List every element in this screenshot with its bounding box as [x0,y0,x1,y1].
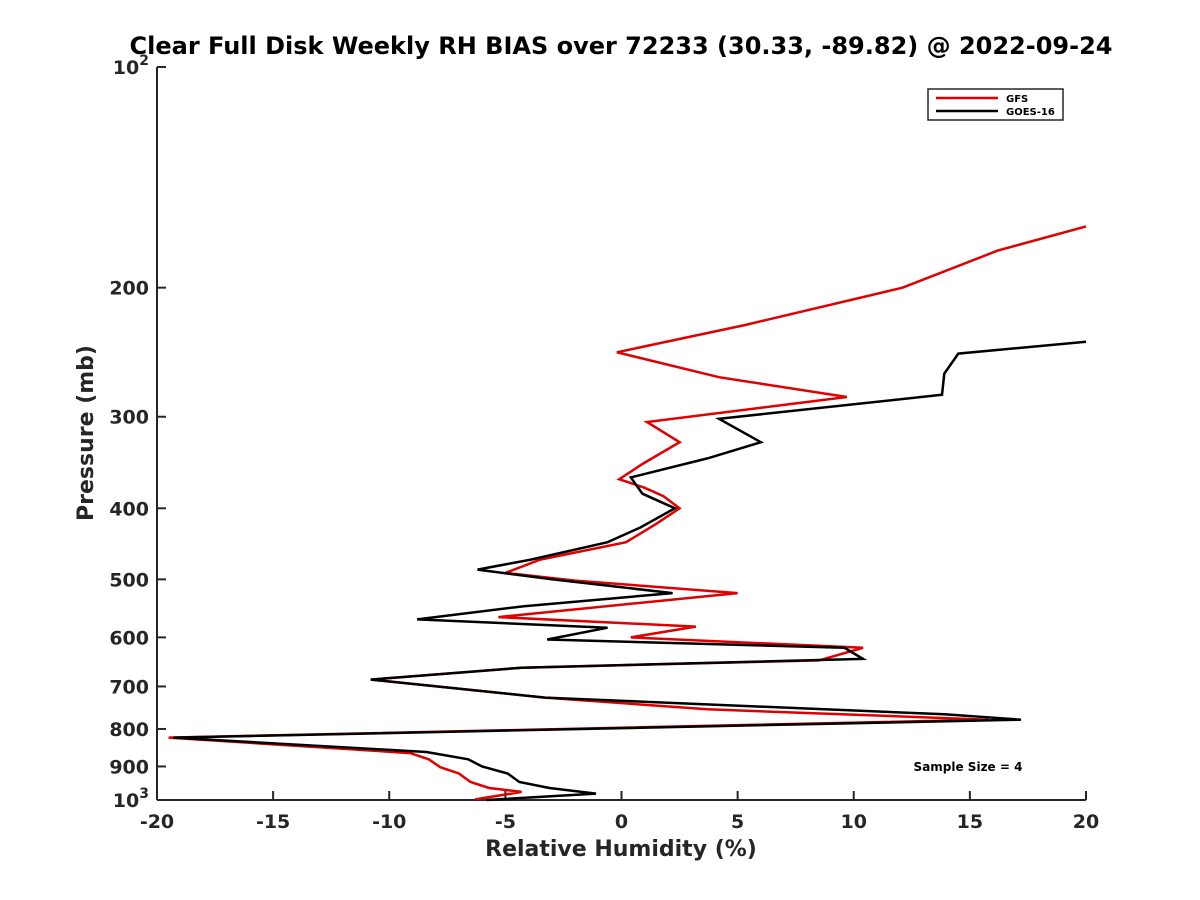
x-tick-label: -5 [495,811,516,833]
x-tick-label: -15 [256,811,290,833]
y-axis-label: Pressure (mb) [74,345,99,521]
y-tick-label: 600 [109,627,149,649]
y-tick-label: 900 [109,756,149,778]
chart-title: Clear Full Disk Weekly RH BIAS over 7223… [130,32,1113,60]
x-tick-label: 0 [615,811,628,833]
y-tick-label: 200 [109,278,149,300]
legend: GFS GOES-16 [927,88,1064,121]
x-tick-label: 5 [731,811,744,833]
legend-label: GOES-16 [1006,107,1055,118]
sample-size-annotation: Sample Size = 4 [914,760,1023,774]
x-tick-label: -10 [372,811,406,833]
x-tick-label: 10 [841,811,867,833]
y-tick-label: 300 [109,407,149,429]
x-axis-label: Relative Humidity (%) [485,837,757,862]
legend-label: GFS [1006,94,1028,105]
y-tick-label: 500 [109,569,149,591]
x-tick-label: 15 [957,811,983,833]
y-tick-label: 102 [113,53,149,79]
y-tick-label: 700 [109,676,149,698]
series-line-gfs [168,225,1087,801]
x-tick-label: -20 [140,811,174,833]
y-tick-label: 800 [109,719,149,741]
series-line-goes-16 [173,340,1087,802]
x-tick-label: 20 [1073,811,1099,833]
legend-box [927,88,1064,121]
y-tick-label: 103 [113,786,149,812]
y-tick-label: 400 [109,498,149,520]
plot-area: -20 -15 -10 -5 0 5 10 15 20 102 200 300 400 500 600 700… [109,53,1099,833]
